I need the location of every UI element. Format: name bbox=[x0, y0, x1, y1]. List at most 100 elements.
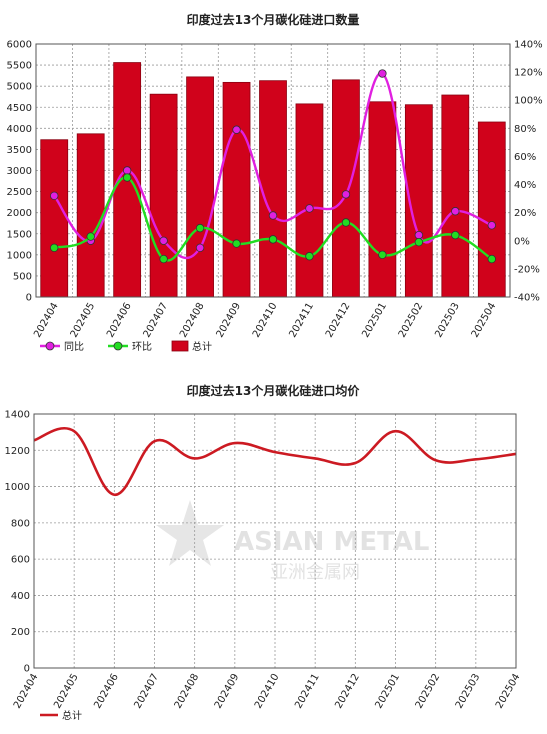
legend-mom-marker bbox=[113, 341, 123, 351]
mom-point bbox=[378, 250, 387, 260]
legend-mom-label: 环比 bbox=[132, 341, 152, 353]
import-price-chart: 印度过去13个月碳化硅进口均价 ASIAN METAL 亚洲金属网 0 200 40… bbox=[5, 383, 523, 722]
chart2-frame bbox=[33, 413, 517, 669]
chart1-xtick: 202405 bbox=[69, 301, 98, 340]
price-line bbox=[33, 426, 517, 497]
mom-point bbox=[305, 252, 314, 261]
chart1-ytick-left: 1500 bbox=[7, 229, 32, 240]
chart1-xtick: 202503 bbox=[433, 301, 462, 340]
chart2-xtick: 202406 bbox=[92, 672, 121, 711]
chart1-xtick: 202408 bbox=[178, 301, 207, 340]
yoy-point bbox=[159, 236, 168, 245]
yoy-point bbox=[378, 69, 387, 78]
chart1-xtick: 202406 bbox=[105, 301, 134, 340]
chart1-bar bbox=[149, 93, 178, 298]
chart2-ytick: 1000 bbox=[5, 482, 30, 493]
chart1-bar bbox=[40, 139, 69, 298]
chart1-ytick-left: 6000 bbox=[7, 40, 32, 51]
asian-metal-watermark: ASIAN METAL 亚洲金属网 bbox=[156, 500, 430, 583]
chart1-xtick: 202412 bbox=[324, 301, 353, 340]
chart1-ytick-right: -20% bbox=[514, 264, 540, 275]
legend-total-swatch bbox=[171, 340, 189, 352]
chart2-ytick: 400 bbox=[11, 591, 30, 602]
chart1-ytick-left: 4500 bbox=[7, 103, 32, 114]
chart1-xtick: 202409 bbox=[215, 301, 244, 340]
chart2-xtick: 202404 bbox=[12, 672, 41, 711]
chart1-ytick-right: 100% bbox=[514, 96, 543, 107]
chart1-ytick-right: 20% bbox=[514, 208, 536, 219]
chart1-ytick-left: 4000 bbox=[7, 124, 32, 135]
legend-yoy-marker bbox=[45, 341, 55, 351]
chart1-bar bbox=[259, 80, 287, 298]
chart2-ytick: 0 bbox=[24, 664, 30, 675]
chart2-xtick: 202407 bbox=[132, 672, 161, 711]
chart1-ytick-left: 3000 bbox=[7, 166, 32, 177]
chart1-bar bbox=[295, 103, 324, 298]
mom-point bbox=[50, 243, 59, 253]
chart1-xtick: 202502 bbox=[397, 301, 426, 340]
import-quantity-chart: 印度过去13个月碳化硅进口数量 0 500 1000 1500 2000 2500 3000… bbox=[7, 12, 543, 353]
mom-point bbox=[159, 254, 168, 264]
yoy-point bbox=[341, 190, 351, 199]
chart1-bar bbox=[441, 94, 470, 298]
legend-yoy-label: 同比 bbox=[64, 341, 84, 353]
chart1-frame bbox=[35, 43, 511, 298]
chart1-xtick: 202404 bbox=[32, 301, 61, 340]
chart1-ytick-right: -40% bbox=[514, 293, 540, 304]
chart1-ytick-right: 60% bbox=[514, 152, 536, 163]
chart1-ytick-right: 80% bbox=[514, 124, 536, 135]
chart1-xtick: 202407 bbox=[142, 301, 171, 340]
chart1-ytick-left: 500 bbox=[13, 271, 32, 282]
mom-point bbox=[232, 239, 241, 248]
mom-point bbox=[414, 237, 424, 247]
yoy-point bbox=[451, 207, 460, 216]
yoy-point bbox=[50, 191, 59, 200]
chart1-bar bbox=[368, 101, 397, 298]
chart2-ytick: 600 bbox=[11, 555, 30, 566]
chart1-ytick-left: 2000 bbox=[7, 208, 32, 219]
chart2-ytick: 1400 bbox=[5, 410, 30, 421]
chart1-ytick-left: 0 bbox=[26, 293, 32, 304]
chart2-xtick: 202410 bbox=[253, 672, 282, 711]
chart2-legend: 总计 bbox=[40, 709, 82, 722]
chart2-axes: 0 200 400 600 800 1000 1200 1400 202404 202405 202… bbox=[5, 410, 523, 711]
chart1-xtick: 202501 bbox=[360, 301, 389, 340]
chart1-ytick-right: 0% bbox=[514, 236, 530, 247]
watermark-brand: ASIAN METAL bbox=[234, 527, 430, 557]
chart1-ytick-right: 120% bbox=[514, 68, 543, 79]
chart1-ytick-left: 3500 bbox=[7, 145, 32, 156]
chart2-xtick: 202412 bbox=[333, 672, 362, 711]
yoy-point bbox=[195, 243, 205, 253]
star-logo-icon bbox=[156, 500, 224, 566]
chart2-title: 印度过去13个月碳化硅进口均价 bbox=[187, 383, 361, 398]
chart2-xtick: 202504 bbox=[494, 672, 523, 711]
legend-price-label: 总计 bbox=[62, 709, 82, 722]
watermark-brand-cn: 亚洲金属网 bbox=[270, 562, 360, 583]
yoy-point bbox=[122, 166, 132, 175]
chart1-ytick-left: 5500 bbox=[7, 61, 32, 72]
yoy-point bbox=[487, 221, 496, 230]
chart2-xtick: 202408 bbox=[173, 672, 202, 711]
chart1-bar bbox=[222, 81, 251, 298]
chart1-lines bbox=[50, 69, 496, 264]
legend-total-label: 总计 bbox=[192, 340, 212, 353]
chart2-xtick: 202502 bbox=[414, 672, 443, 711]
chart2-xtick: 202411 bbox=[293, 672, 322, 711]
chart1-bar bbox=[332, 79, 360, 298]
chart2-ytick: 800 bbox=[11, 518, 30, 529]
chart1-xtick: 202504 bbox=[470, 301, 499, 340]
chart1-bar bbox=[76, 133, 105, 298]
chart1-bar bbox=[477, 121, 506, 298]
chart1-ytick-left: 5000 bbox=[7, 82, 32, 93]
mom-point bbox=[268, 235, 278, 244]
chart1-title: 印度过去13个月碳化硅进口数量 bbox=[187, 12, 360, 27]
chart1-ytick-left: 2500 bbox=[7, 187, 32, 198]
chart2-lines bbox=[33, 426, 517, 497]
yoy-point bbox=[414, 230, 424, 240]
chart1-ytick-left: 1000 bbox=[7, 250, 32, 261]
chart2-xtick: 202503 bbox=[454, 672, 483, 711]
mom-point bbox=[86, 232, 95, 241]
chart1-bar bbox=[186, 76, 214, 298]
mom-point bbox=[122, 173, 132, 182]
